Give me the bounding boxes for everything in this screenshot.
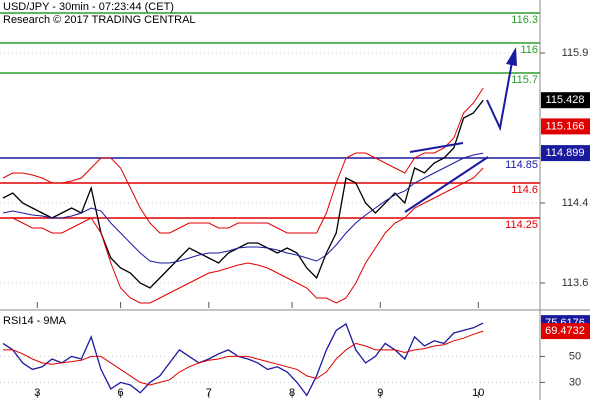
- level-label: 114.85: [505, 159, 538, 171]
- y-tick-label: 30: [569, 376, 581, 388]
- rsi-title: RSI14 - 9MA: [3, 315, 67, 327]
- price-box: [541, 92, 590, 109]
- level-label: 114.6: [511, 184, 538, 196]
- x-tick-label: 9: [377, 387, 383, 399]
- forecast-arrowhead: [506, 47, 517, 66]
- level-label: 114.25: [505, 219, 538, 231]
- chart-title: USD/JPY - 30min - 07:23:44 (CET): [3, 1, 174, 13]
- y-tick-label: 113.6: [562, 277, 589, 289]
- series-line: [3, 330, 484, 386]
- y-tick-label: 50: [569, 350, 581, 362]
- level-label: 115.7: [511, 74, 538, 86]
- price-box: [541, 323, 590, 340]
- wedge-line: [409, 142, 464, 153]
- price-box: [541, 118, 590, 135]
- series-line: [2, 152, 484, 264]
- price-box-label: 69.4732: [545, 325, 585, 337]
- price-box-label: 115.166: [546, 120, 585, 132]
- forecast-arrow: [486, 61, 513, 132]
- level-label: 116.3: [511, 14, 538, 26]
- plot-layer: 3 6 7 8 9 10 113.6 114.4 115.9 116.3 116 115.7 114.8…: [0, 12, 590, 399]
- x-tick-label: 10: [472, 387, 484, 399]
- x-tick-label: 8: [289, 387, 295, 399]
- x-tick-label: 3: [34, 387, 40, 399]
- y-tick-label: 114.4: [562, 197, 589, 209]
- series-line: [2, 322, 484, 397]
- wedge-line: [404, 156, 489, 213]
- series-line: [2, 87, 484, 234]
- price-box: [541, 145, 590, 162]
- series-line: [2, 99, 484, 289]
- x-tick-label: 7: [206, 387, 212, 399]
- price-box-label: 114.899: [546, 147, 585, 159]
- level-label: 116: [520, 44, 538, 56]
- price-box-label: 115.428: [546, 94, 585, 106]
- series-line: [3, 167, 484, 304]
- y-tick-label: 115.9: [562, 47, 589, 59]
- x-tick-label: 6: [118, 387, 124, 399]
- chart-subtitle: Research © 2017 TRADING CENTRAL: [3, 14, 196, 26]
